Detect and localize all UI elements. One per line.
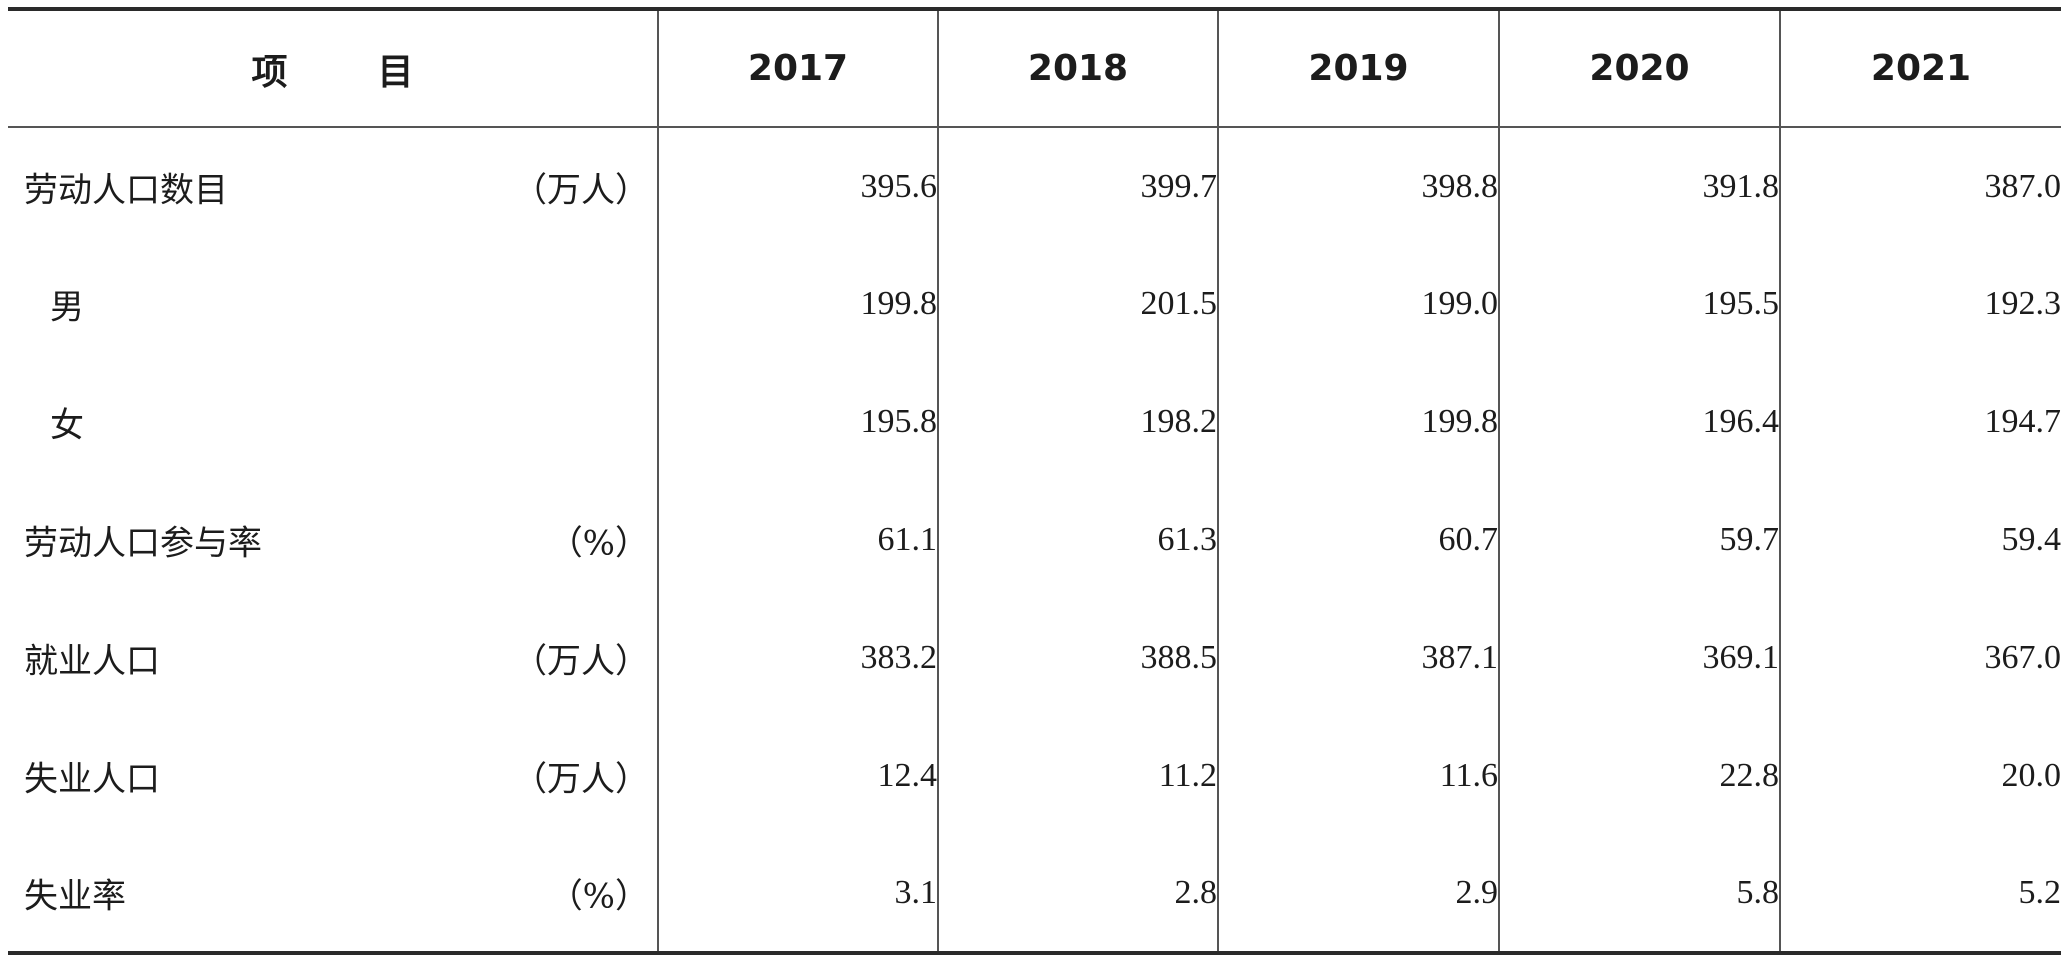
value-cell: 387.1 [1217,599,1499,717]
row-unit: （万人） [513,641,649,682]
value-cell: 199.0 [1217,245,1499,363]
year-header-2018: 2018 [937,7,1218,128]
row-label: 失业人口 [24,759,160,800]
value-cell: 201.5 [937,245,1218,363]
value-cell: 11.2 [937,717,1218,835]
value-cell: 11.6 [1217,717,1499,835]
value-cell: 59.7 [1498,481,1780,599]
row-label-cell: 劳动人口参与率 （%） [8,481,658,599]
value-cell: 367.0 [1779,599,2061,717]
row-label-cell: 劳动人口数目 （万人） [8,127,658,245]
value-cell: 2.8 [937,835,1218,955]
labor-statistics-table: 项目 2017 2018 2019 2020 2021 劳动人口数目 （万人） … [8,7,2061,955]
year-header-2019: 2019 [1217,7,1499,128]
value-cell: 194.7 [1779,363,2061,481]
row-unit: （万人） [513,759,649,800]
value-cell: 195.5 [1498,245,1780,363]
value-cell: 399.7 [937,127,1218,245]
item-column-header: 项目 [8,7,658,128]
row-label: 劳动人口参与率 [24,523,262,564]
table-row-unemployed: 失业人口 （万人） 12.4 11.2 11.6 22.8 20.0 [8,717,2061,835]
value-cell: 387.0 [1779,127,2061,245]
value-cell: 22.8 [1498,717,1780,835]
row-label-cell: 男 [8,245,658,363]
row-label-cell: 就业人口 （万人） [8,599,658,717]
value-cell: 388.5 [937,599,1218,717]
value-cell: 3.1 [657,835,938,955]
value-cell: 199.8 [657,245,938,363]
row-unit: （%） [548,876,649,917]
value-cell: 369.1 [1498,599,1780,717]
value-cell: 199.8 [1217,363,1499,481]
value-cell: 2.9 [1217,835,1499,955]
row-label: 就业人口 [24,641,160,682]
table-row-participation-rate: 劳动人口参与率 （%） 61.1 61.3 60.7 59.7 59.4 [8,481,2061,599]
table-row-unemployment-rate: 失业率 （%） 3.1 2.8 2.9 5.8 5.2 [8,835,2061,955]
row-unit: （万人） [513,170,649,210]
row-label-cell: 女 [8,363,658,481]
header-row: 项目 2017 2018 2019 2020 2021 [8,7,2061,128]
value-cell: 195.8 [657,363,938,481]
row-label: 劳动人口数目 [24,170,228,210]
row-label-cell: 失业人口 （万人） [8,717,658,835]
value-cell: 60.7 [1217,481,1499,599]
row-label-cell: 失业率 （%） [8,835,658,955]
value-cell: 5.2 [1779,835,2061,955]
value-cell: 192.3 [1779,245,2061,363]
year-header-2020: 2020 [1498,7,1780,128]
value-cell: 398.8 [1217,127,1499,245]
value-cell: 61.3 [937,481,1218,599]
table-row-employed: 就业人口 （万人） 383.2 388.5 387.1 369.1 367.0 [8,599,2061,717]
value-cell: 12.4 [657,717,938,835]
row-label: 女 [50,405,84,446]
table-row-labor-force: 劳动人口数目 （万人） 395.6 399.7 398.8 391.8 387.… [8,127,2061,245]
row-label: 男 [50,287,84,328]
row-unit: （%） [548,523,649,564]
item-header-second: 目 [377,51,414,93]
year-header-2021: 2021 [1779,7,2061,128]
value-cell: 383.2 [657,599,938,717]
value-cell: 61.1 [657,481,938,599]
value-cell: 395.6 [657,127,938,245]
value-cell: 59.4 [1779,481,2061,599]
value-cell: 391.8 [1498,127,1780,245]
value-cell: 198.2 [937,363,1218,481]
year-header-2017: 2017 [657,7,938,128]
value-cell: 5.8 [1498,835,1780,955]
value-cell: 196.4 [1498,363,1780,481]
item-header-first: 项 [251,51,288,93]
table-row-male: 男 199.8 201.5 199.0 195.5 192.3 [8,245,2061,363]
row-label: 失业率 [24,876,126,917]
table-row-female: 女 195.8 198.2 199.8 196.4 194.7 [8,363,2061,481]
value-cell: 20.0 [1779,717,2061,835]
